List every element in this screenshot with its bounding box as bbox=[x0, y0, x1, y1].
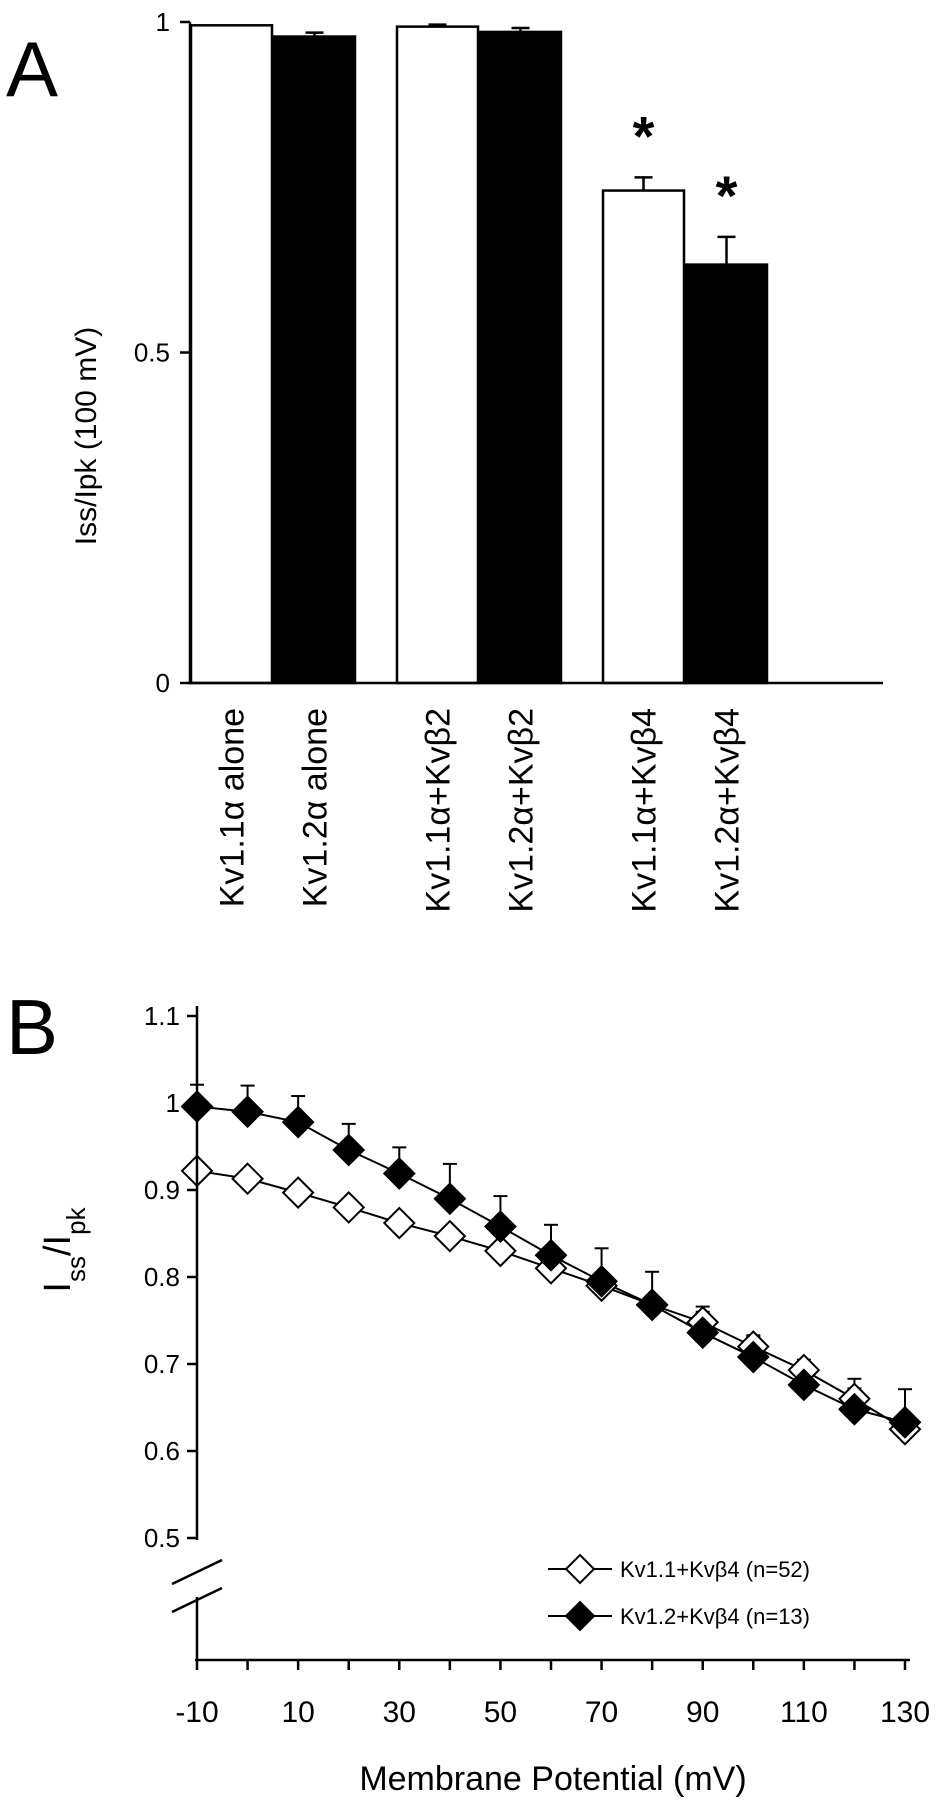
panel-b-legend-open-diamond bbox=[564, 1553, 596, 1585]
panel-b-x-tick-label: 110 bbox=[780, 1696, 828, 1729]
panel-b-x-tick-label: 130 bbox=[880, 1696, 930, 1729]
panel-b-point-filled-diamond bbox=[484, 1210, 517, 1243]
panel-a-significance-asterisk: * bbox=[633, 104, 655, 167]
panel-b-point-filled-diamond bbox=[635, 1288, 669, 1322]
panel-b-y-axis-label: Iss/Ipk bbox=[37, 1206, 91, 1292]
panel-b-markers bbox=[180, 1090, 922, 1446]
panel-b-x-tick-label: 30 bbox=[383, 1696, 416, 1729]
panel-a-bar bbox=[272, 35, 357, 685]
panel-b-point-open-diamond bbox=[433, 1219, 467, 1253]
panel-b-point-filled-diamond bbox=[534, 1238, 568, 1272]
panel-b-x-tick-label: 10 bbox=[281, 1696, 314, 1729]
panel-b-legend-label: Kv1.1+Kvβ4 (n=52) bbox=[620, 1557, 810, 1582]
panel-a-category-label: Kv1.1α+Kvβ4 bbox=[626, 708, 664, 913]
panel-a-bars bbox=[189, 24, 769, 685]
panel-b-point-filled-diamond bbox=[736, 1340, 770, 1374]
panel-b-y-tick-label: 0.6 bbox=[144, 1436, 180, 1466]
panel-b-line-chart: B Iss/Ipk 0.5 0.6 0.7 0.8 0.9 1 1.1 -10 10 30 50 7… bbox=[6, 983, 930, 1798]
panel-b-legend: Kv1.1+Kvβ4 (n=52) Kv1.2+Kvβ4 (n=13) bbox=[548, 1553, 810, 1632]
panel-b-point-filled-diamond bbox=[281, 1105, 315, 1139]
panel-b-y-ticks: 0.5 0.6 0.7 0.8 0.9 1 1.1 bbox=[144, 1001, 197, 1553]
panel-b-y-tick-label: 1 bbox=[166, 1088, 180, 1118]
panel-a-category-label: Kv1.1α alone bbox=[214, 708, 252, 907]
panel-a-category-label: Kv1.2α+Kvβ2 bbox=[503, 708, 541, 913]
panel-a-y-tick-label: 0 bbox=[156, 668, 170, 698]
panel-b-y-tick-label: 0.8 bbox=[144, 1262, 180, 1292]
panel-a-bar bbox=[601, 189, 686, 685]
panel-b-point-filled-diamond bbox=[686, 1316, 720, 1350]
panel-b-x-ticks: -10 10 30 50 70 90 110 130 bbox=[175, 1660, 930, 1729]
panel-b-y-tick-label: 0.9 bbox=[144, 1175, 180, 1205]
panel-b-y-tick-label: 1.1 bbox=[144, 1001, 180, 1031]
panel-b-point-filled-diamond bbox=[231, 1095, 264, 1129]
panel-a-significance-asterisk: * bbox=[716, 164, 738, 227]
panel-b-point-filled-diamond bbox=[787, 1368, 821, 1402]
panel-a-category-label: Kv1.1α+Kvβ2 bbox=[420, 708, 458, 913]
panel-b-point-open-diamond bbox=[484, 1234, 517, 1268]
panel-b-point-filled-diamond bbox=[888, 1405, 922, 1439]
panel-a-y-tick-label: 0.5 bbox=[134, 338, 170, 368]
panel-b-x-tick-label: 90 bbox=[686, 1696, 719, 1729]
panel-b-point-open-diamond bbox=[231, 1162, 264, 1196]
panel-b-y-tick-label: 0.7 bbox=[144, 1349, 180, 1379]
panel-a-bar bbox=[395, 25, 480, 685]
panel-b-legend-label: Kv1.2+Kvβ4 (n=13) bbox=[620, 1604, 810, 1629]
panel-a-bar-chart: A Iss/Ipk (100 mV) 00.51 ** Kv1.1α alone… bbox=[6, 7, 883, 913]
panel-a-y-ticks: 00.51 bbox=[134, 7, 190, 698]
panel-a-letter: A bbox=[6, 25, 58, 113]
panel-a-category-label: Kv1.2α alone bbox=[297, 708, 335, 907]
panel-b-x-tick-label: 50 bbox=[484, 1696, 517, 1729]
panel-a-significance-marks: ** bbox=[633, 104, 738, 226]
panel-b-point-open-diamond bbox=[382, 1206, 416, 1240]
panel-b-x-tick-label: 70 bbox=[585, 1696, 618, 1729]
panel-b-y-tick-label: 0.5 bbox=[144, 1523, 180, 1553]
panel-b-point-filled-diamond bbox=[433, 1182, 467, 1216]
panel-b-point-filled-diamond bbox=[382, 1157, 416, 1190]
panel-b-x-axis-label: Membrane Potential (mV) bbox=[359, 1760, 746, 1798]
panel-a-y-tick-label: 1 bbox=[156, 7, 170, 37]
panel-b-letter: B bbox=[6, 983, 58, 1071]
panel-b-point-open-diamond bbox=[281, 1176, 315, 1210]
panel-a-error-bars bbox=[305, 23, 736, 265]
panel-a-bar bbox=[189, 24, 274, 685]
panel-b-legend-filled-diamond bbox=[564, 1600, 596, 1632]
panel-b-axis-break-mark-2 bbox=[171, 1586, 223, 1614]
panel-a-y-axis-label: Iss/Ipk (100 mV) bbox=[70, 327, 103, 545]
panel-b-axis-break-mark-1 bbox=[171, 1558, 223, 1586]
panel-b-point-open-diamond bbox=[332, 1190, 366, 1224]
panel-b-point-filled-diamond bbox=[585, 1264, 618, 1298]
panel-b-point-filled-diamond bbox=[332, 1133, 366, 1167]
panel-a-category-label: Kv1.2α+Kvβ4 bbox=[709, 708, 747, 913]
panel-b-x-tick-label: -10 bbox=[175, 1696, 218, 1729]
panel-b-point-filled-diamond bbox=[838, 1392, 871, 1426]
panel-a-bar bbox=[478, 30, 563, 685]
panel-a-bar bbox=[684, 263, 769, 685]
panel-a-category-labels: Kv1.1α alone Kv1.2α alone Kv1.1α+Kvβ2 Kv1.2… bbox=[214, 708, 747, 913]
